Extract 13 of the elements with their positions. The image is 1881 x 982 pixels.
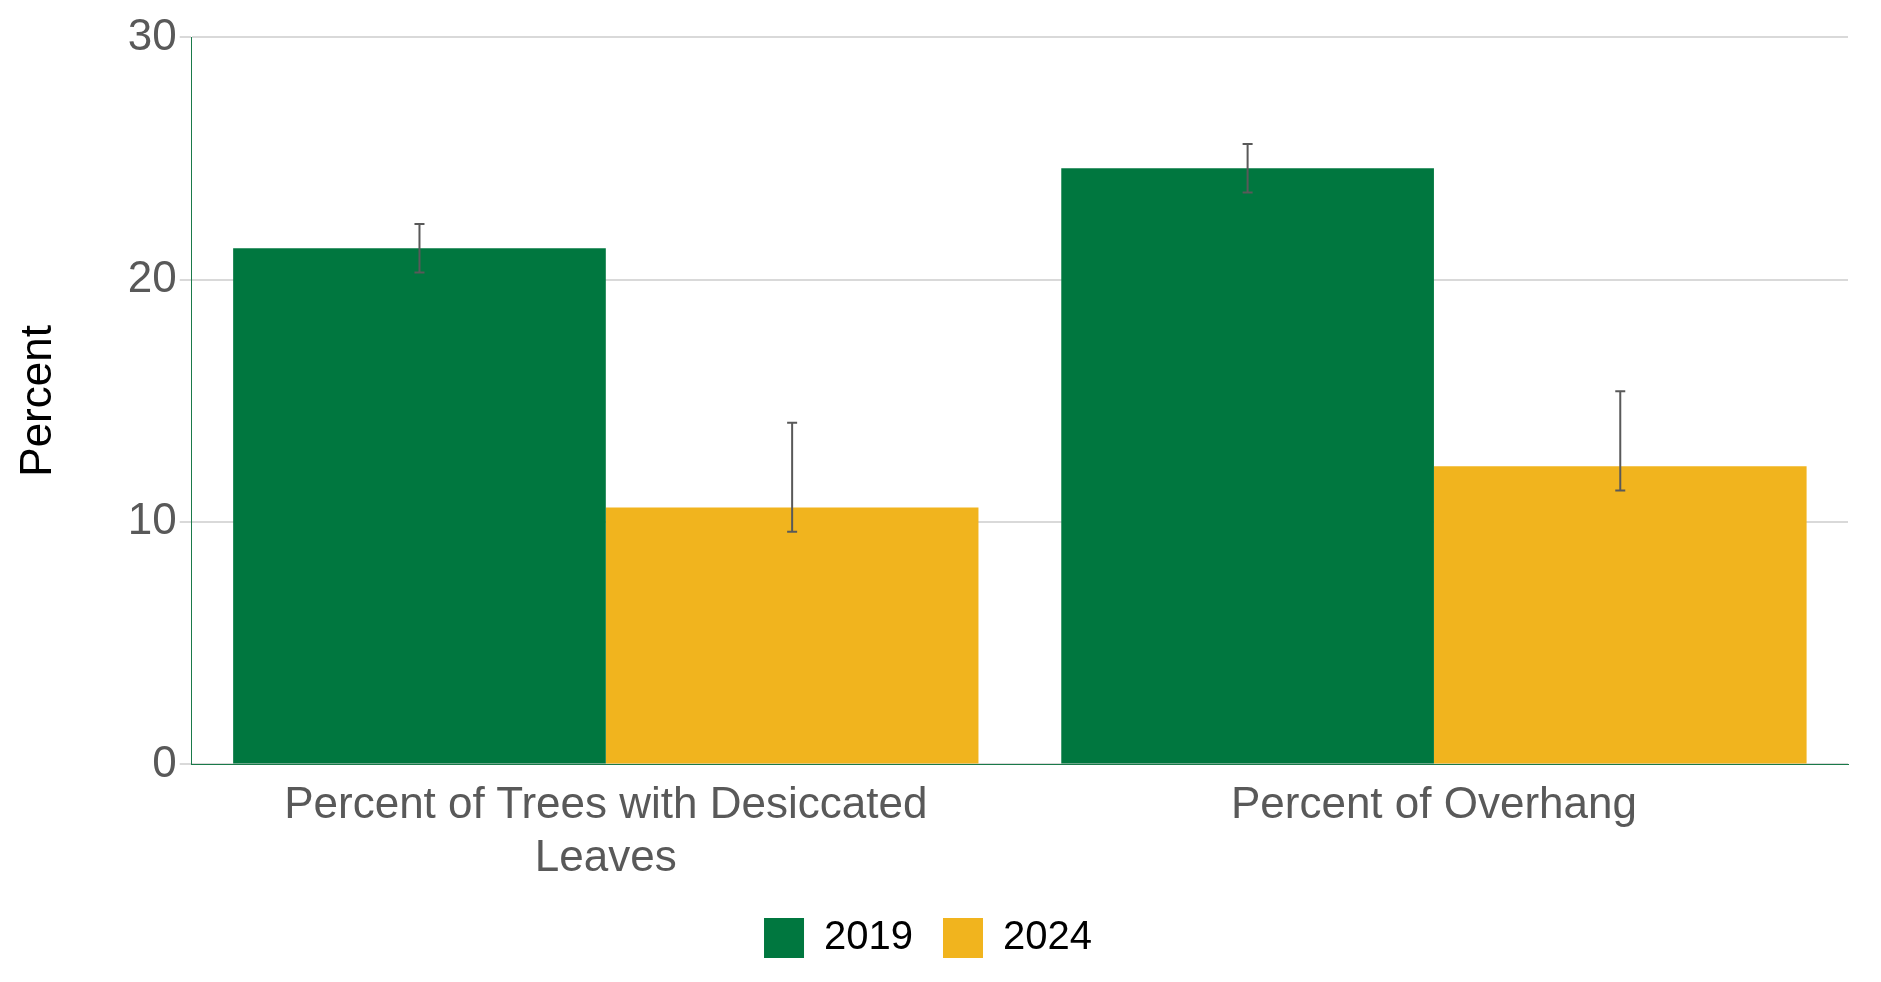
- x-tick-label: Percent of Trees with Desiccated Leaves: [284, 777, 928, 880]
- y-axis-title: Percent: [10, 325, 60, 477]
- bar: [233, 248, 606, 764]
- x-tick-label: Percent of Overhang: [1230, 777, 1637, 827]
- y-tick-label: 0: [152, 736, 177, 786]
- y-tick-label: 30: [127, 9, 177, 59]
- y-tick-label: 10: [127, 494, 177, 544]
- bar: [1061, 168, 1434, 764]
- bar: [605, 507, 979, 764]
- bar: [1433, 466, 1807, 764]
- legend-label: 2019: [824, 913, 913, 958]
- legend-label: 2024: [1003, 913, 1092, 958]
- y-tick-label: 20: [127, 251, 177, 301]
